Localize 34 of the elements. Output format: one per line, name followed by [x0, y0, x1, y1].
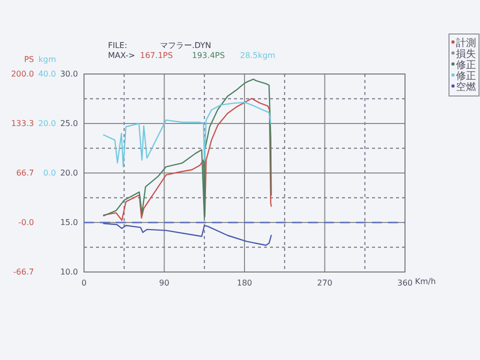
legend-label: 損失 [456, 48, 476, 60]
text: 28.5kgm [240, 51, 276, 60]
legend-label: 空燃 [456, 81, 476, 93]
x-axis-title: Km/h [415, 277, 436, 286]
x-tick-label: 270 [317, 278, 332, 288]
y2-tick-label: 133.3 [11, 119, 34, 128]
y3-tick-label: 0.0 [43, 168, 56, 178]
y2-tick-label: -66.7 [13, 268, 34, 277]
y2-tick-label: -0.0 [18, 218, 34, 228]
y2-tick-label: 200.0 [11, 70, 34, 79]
y2-tick-label: 66.7 [16, 168, 34, 178]
text: 167.1PS [140, 51, 173, 60]
x-tick-label: 0 [81, 278, 87, 288]
text: MAX-> [108, 51, 136, 60]
text: 193.4PS [192, 51, 225, 60]
y-tick-label: 10.0 [60, 268, 78, 277]
y-tick-label: 20.0 [60, 168, 78, 178]
x-tick-label: 180 [236, 278, 252, 288]
text: マフラー.DYN [160, 41, 212, 50]
x-tick-label: 90 [159, 278, 170, 288]
line-series [103, 222, 272, 246]
y-tick-label: 25.0 [60, 119, 78, 128]
line-series [103, 102, 272, 168]
y3-axis-title: kgm [38, 55, 56, 64]
y2-axis-title: PS [24, 55, 34, 64]
text: FILE: [108, 41, 128, 50]
x-tick-label: 360 [397, 278, 413, 288]
legend-label: 計測 [456, 37, 476, 49]
y-tick-label: 30.0 [60, 70, 78, 79]
y-tick-label: 15.0 [60, 218, 78, 228]
legend-label: 修正 [456, 60, 476, 71]
y3-tick-label: 40.0 [38, 70, 56, 79]
y3-tick-label: 20.0 [38, 119, 56, 128]
legend-label: 修正 [456, 71, 476, 82]
